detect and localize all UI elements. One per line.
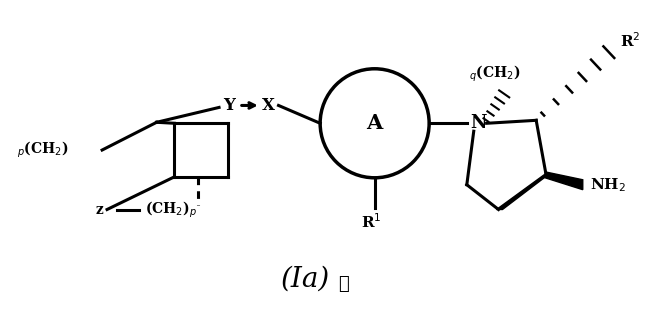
Text: (CH$_2$)$_p$: (CH$_2$)$_p$: [145, 199, 197, 220]
Text: $_q$(CH$_2$): $_q$(CH$_2$): [469, 64, 520, 84]
Text: R$^2$: R$^2$: [621, 32, 641, 50]
Text: $_p$(CH$_2$): $_p$(CH$_2$): [17, 140, 68, 160]
Polygon shape: [545, 172, 582, 190]
Text: R$^1$: R$^1$: [362, 212, 382, 231]
Text: NH$_2$: NH$_2$: [590, 176, 626, 193]
Polygon shape: [497, 175, 548, 210]
Text: z: z: [95, 202, 103, 217]
Text: N: N: [470, 114, 487, 132]
Text: Y: Y: [223, 97, 235, 114]
Text: (Ia): (Ia): [280, 265, 330, 292]
Text: 。: 。: [338, 275, 349, 293]
Text: A: A: [366, 113, 382, 133]
Text: X: X: [262, 97, 275, 114]
